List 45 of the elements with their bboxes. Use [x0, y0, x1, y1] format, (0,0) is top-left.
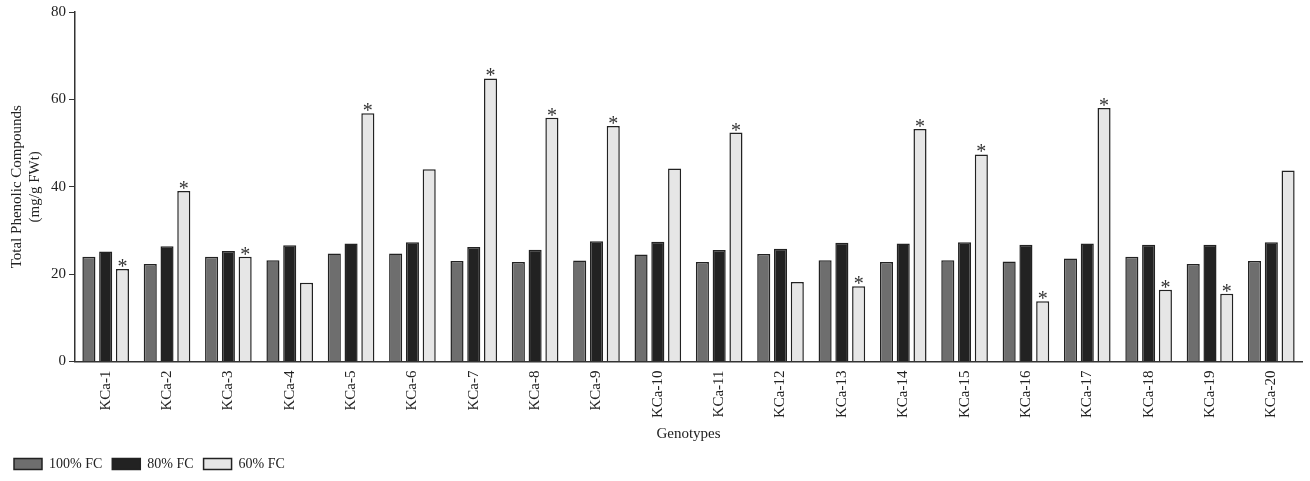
- x-tick-label: KCa-15: [955, 370, 972, 419]
- x-tick-label: KCa-8: [526, 370, 543, 411]
- x-tick-label: KCa-14: [894, 370, 911, 419]
- x-tick-label: KCa-19: [1200, 370, 1217, 419]
- y-tick-label: 60: [51, 90, 66, 107]
- data-label: *: [1037, 287, 1048, 310]
- x-tick-label: KCa-20: [1262, 370, 1279, 419]
- y-tick-label: 40: [51, 177, 66, 194]
- data-label: *: [730, 118, 741, 141]
- x-tick-label: KCa-18: [1139, 370, 1156, 419]
- legend-label: 80% FC: [147, 455, 194, 471]
- data-label: *: [178, 177, 189, 200]
- x-tick-label: KCa-9: [587, 370, 604, 411]
- x-tick-label: KCa-6: [403, 370, 420, 411]
- data-label: *: [853, 272, 864, 295]
- y-tick-label: 20: [51, 265, 66, 282]
- legend-label: 100% FC: [49, 455, 103, 471]
- data-label: *: [608, 112, 619, 135]
- x-tick-label: KCa-7: [464, 370, 481, 411]
- data-label: *: [1221, 279, 1232, 302]
- x-tick-label: KCa-2: [157, 370, 174, 411]
- x-axis-title: Genotypes: [656, 424, 721, 441]
- x-tick-label: KCa-16: [1016, 370, 1033, 419]
- data-label: *: [546, 103, 557, 126]
- x-tick-label: KCa-5: [342, 370, 359, 411]
- data-label: *: [362, 99, 373, 122]
- y-tick-label: 0: [58, 352, 66, 369]
- data-label: *: [485, 64, 496, 87]
- y-axis-title: Total Phenolic Compounds (mg/g FWt): [7, 105, 43, 269]
- data-label: *: [240, 242, 251, 265]
- data-label: *: [1099, 94, 1110, 117]
- legend-label: 60% FC: [238, 455, 285, 471]
- data-label: *: [976, 140, 987, 163]
- x-tick-label: KCa-4: [280, 370, 297, 411]
- x-tick-label: KCa-13: [832, 370, 849, 419]
- x-tick-label: KCa-17: [1078, 370, 1095, 419]
- x-tick-label: KCa-12: [771, 370, 788, 419]
- data-label: *: [1160, 275, 1171, 298]
- x-tick-label: KCa-1: [96, 370, 113, 411]
- data-label: *: [914, 115, 925, 138]
- x-tick-label: KCa-3: [219, 370, 236, 411]
- y-tick-label: 80: [51, 2, 66, 19]
- x-tick-label: KCa-11: [710, 370, 727, 418]
- x-tick-label: KCa-10: [648, 370, 665, 419]
- data-label: *: [117, 254, 128, 277]
